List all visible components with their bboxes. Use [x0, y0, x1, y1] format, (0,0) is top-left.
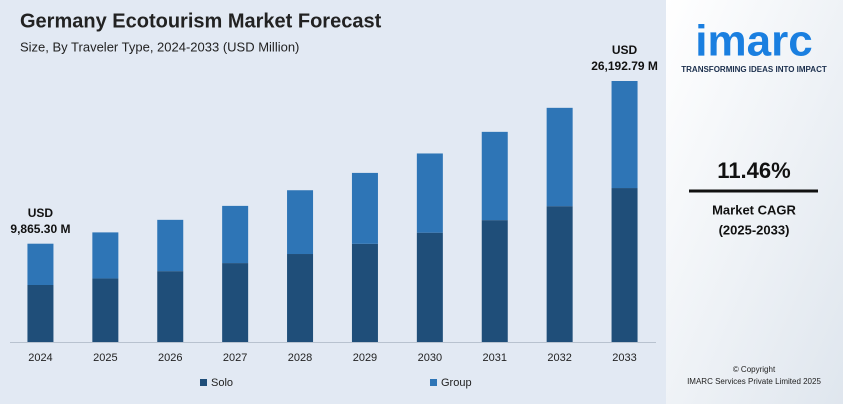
- tagline: TRANSFORMING IDEAS INTO IMPACT: [681, 65, 827, 74]
- bar-segment: [351, 172, 378, 244]
- x-tick-label: 2030: [418, 352, 442, 364]
- x-tick-label: 2028: [288, 352, 312, 364]
- x-tick-label: 2026: [158, 352, 182, 364]
- legend-swatch: [430, 379, 437, 386]
- x-tick-label: 2031: [483, 352, 507, 364]
- legend-label: Group: [441, 377, 472, 389]
- bar-segment: [416, 153, 443, 233]
- cagr-value: 11.46%: [717, 158, 790, 183]
- copyright: © Copyright: [733, 365, 776, 374]
- cagr-label: Market CAGR: [712, 202, 796, 217]
- annotation: 9,865.30 M: [10, 222, 70, 236]
- bar-segment: [546, 206, 573, 342]
- bar-segment: [92, 278, 119, 342]
- x-tick-label: 2027: [223, 352, 247, 364]
- x-tick-label: 2025: [93, 352, 117, 364]
- bar-segment: [157, 219, 184, 272]
- annotation: 26,192.79 M: [591, 59, 658, 73]
- x-tick-label: 2032: [547, 352, 571, 364]
- x-tick-label: 2029: [353, 352, 377, 364]
- company: IMARC Services Private Limited 2025: [687, 377, 821, 386]
- bar-segment: [351, 243, 378, 342]
- chart-subtitle: Size, By Traveler Type, 2024-2033 (USD M…: [20, 39, 299, 54]
- legend-label: Solo: [211, 377, 233, 389]
- bar-segment: [611, 81, 638, 189]
- bar-segment: [222, 263, 249, 342]
- bar-segment: [546, 107, 573, 207]
- bar-segment: [92, 232, 119, 279]
- sidebar-background: [666, 0, 843, 404]
- bar-segment: [481, 220, 508, 342]
- bar-segment: [287, 254, 314, 342]
- annotation: USD: [612, 43, 638, 57]
- annotation: USD: [28, 206, 54, 220]
- x-tick-label: 2033: [612, 352, 636, 364]
- bar-segment: [481, 131, 508, 221]
- bar-segment: [27, 285, 54, 342]
- x-tick-label: 2024: [28, 352, 52, 364]
- bar-segment: [287, 190, 314, 255]
- bar-segment: [222, 205, 249, 264]
- logo: imarc: [695, 17, 812, 66]
- chart-title: Germany Ecotourism Market Forecast: [20, 10, 382, 32]
- bar-segment: [157, 271, 184, 342]
- legend-swatch: [200, 379, 207, 386]
- cagr-period: (2025-2033): [719, 222, 790, 237]
- bar-segment: [416, 232, 443, 342]
- bar-segment: [611, 188, 638, 342]
- bar-segment: [27, 243, 54, 286]
